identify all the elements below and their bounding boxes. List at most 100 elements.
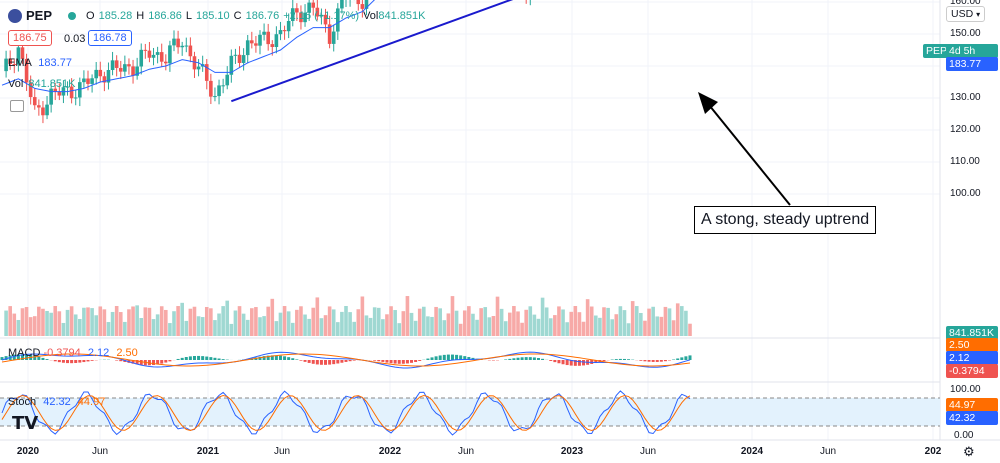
collapse-legend-icon[interactable] [10, 100, 24, 112]
volume-bar [356, 309, 361, 336]
volume-bar [639, 312, 643, 336]
volume-bar [606, 307, 610, 336]
annotation-callout[interactable]: A stong, steady uptrend [694, 206, 877, 234]
volume-bar [164, 309, 168, 336]
volume-bar [512, 306, 516, 336]
candle-body [319, 14, 324, 17]
stoch-band [0, 398, 940, 426]
macd-pane [0, 351, 692, 369]
candle-body [106, 70, 111, 83]
volume-bar [495, 296, 500, 336]
time-axis-tick: Jun [273, 446, 291, 457]
volume-bar [503, 321, 508, 336]
volume-bar [282, 306, 287, 336]
tradingview-logo[interactable]: TV [12, 413, 39, 434]
time-axis-tick: 202 [924, 446, 942, 457]
candle-body [65, 86, 70, 88]
symbol-logo-icon [8, 8, 22, 23]
volume-bar [286, 311, 291, 336]
macd-histogram-bar [508, 358, 512, 360]
volume-bar [16, 319, 21, 336]
volume-bar [614, 314, 619, 336]
volume-bar [295, 309, 299, 336]
volume-bar [254, 307, 258, 336]
macd-histogram-bar [512, 358, 516, 360]
candle-body [49, 88, 53, 105]
volume-bar [61, 322, 66, 336]
candle-body [98, 69, 103, 77]
grid-lines [0, 0, 1000, 441]
stoch-pane [0, 390, 940, 436]
volume-bars [4, 296, 692, 336]
ohlc-low: 185.10 [195, 9, 230, 22]
candle-body [151, 54, 156, 58]
price-axis-tick: 120.00 [950, 124, 981, 135]
macd-histogram-bar [442, 354, 446, 360]
volume-bar [53, 306, 58, 336]
volume-bar [139, 318, 144, 336]
candlesticks [4, 0, 531, 124]
volume-bar [147, 307, 152, 336]
volume-bar [213, 320, 217, 336]
macd-histogram-bar [524, 357, 528, 360]
candle-body [131, 66, 135, 76]
macd-histogram-bar [270, 355, 274, 360]
time-axis-tick: 2024 [740, 446, 764, 457]
candle-body [12, 64, 17, 66]
volume-legend: Vol 841.851K [8, 78, 75, 90]
volume-bar [49, 312, 53, 336]
volume-bar [311, 307, 316, 336]
volume-bar [626, 323, 631, 336]
gear-icon[interactable]: ⚙ [963, 444, 975, 459]
macd-histogram-bar [651, 360, 655, 362]
candle-body [24, 58, 29, 83]
volume-bar [634, 306, 639, 336]
volume-bar [594, 315, 598, 336]
macd-histogram-bar [344, 360, 348, 362]
macd-histogram-bar [663, 360, 667, 362]
macd-histogram-bar [426, 358, 430, 360]
macd-histogram-bar [565, 360, 569, 366]
candle-body [356, 0, 361, 5]
volume-bar [250, 308, 254, 336]
macd-histogram-bar [373, 360, 377, 361]
volume-bar [520, 322, 524, 336]
symbol-name[interactable]: PEP [26, 8, 53, 23]
macd-line-value: 2.12 [87, 347, 110, 359]
candle-body [311, 2, 316, 8]
trend-line[interactable] [230, 0, 895, 103]
ask-price[interactable]: 186.78 [88, 30, 132, 46]
candle-body [262, 31, 266, 35]
volume-bar [196, 316, 201, 336]
volume-bar [454, 310, 459, 336]
ohlc-high: 186.86 [148, 9, 182, 22]
macd-histogram-bar [455, 354, 459, 360]
volume-badge: 841.851K [946, 326, 998, 340]
candle-body [327, 24, 332, 44]
macd-histogram-bar [622, 358, 626, 360]
volume-bar [401, 311, 406, 336]
candle-body [331, 31, 336, 44]
candle-body [4, 58, 8, 72]
macd-signal-badge: 2.50 [946, 338, 998, 352]
candle-body [303, 12, 307, 23]
macd-histogram-bar [397, 360, 401, 364]
macd-histogram-bar [4, 356, 8, 360]
volume-bar [524, 309, 528, 336]
candle-body [290, 8, 295, 21]
volume-bar [225, 300, 230, 336]
volume-bar [180, 302, 184, 336]
currency-selector[interactable]: USD ▾ [946, 6, 986, 22]
macd-histogram-bar [41, 357, 45, 360]
volume-bar [32, 316, 37, 336]
candle-body [28, 82, 33, 98]
volume-bar [245, 319, 250, 336]
macd-histogram-bar [684, 356, 688, 360]
bid-price[interactable]: 186.75 [8, 30, 52, 46]
candle-body [172, 38, 176, 46]
macd-histogram-bar [332, 360, 336, 365]
volume-bar [303, 314, 307, 336]
macd-histogram-bar [86, 360, 90, 362]
candle-body [114, 60, 119, 68]
